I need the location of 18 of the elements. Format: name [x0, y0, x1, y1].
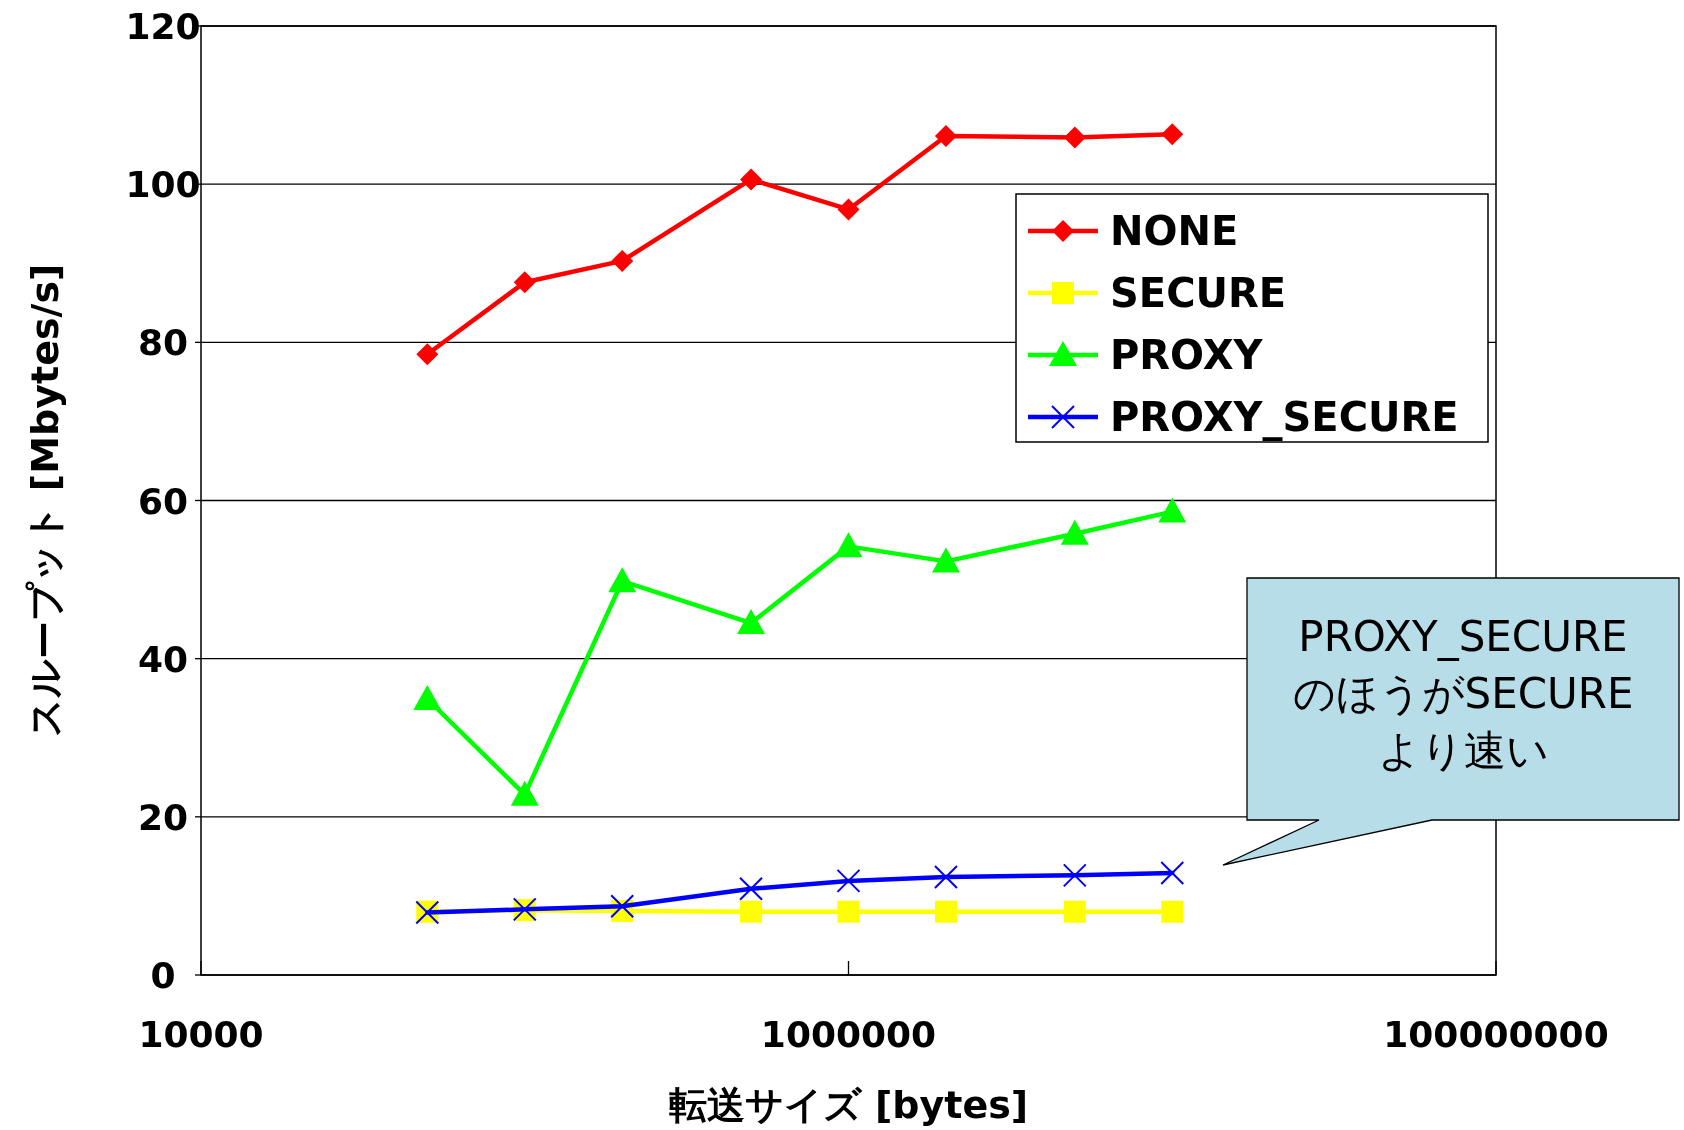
x-tick-label: 100000000	[1383, 1014, 1609, 1055]
x-tick-label: 1000000	[760, 1014, 937, 1055]
legend-label: PROXY	[1110, 332, 1264, 378]
x-tick-label: 10000	[138, 1014, 264, 1055]
y-axis-title: スループット [Mbytes/s]	[23, 263, 67, 738]
legend-label: SECURE	[1110, 270, 1287, 316]
y-tick-label: 60	[137, 480, 189, 522]
y-tick-label: 0	[150, 955, 176, 996]
y-tick-label: 20	[137, 796, 189, 838]
x-axis-title: 転送サイズ [bytes]	[668, 1083, 1029, 1127]
y-tick-label: 120	[125, 6, 201, 47]
y-tick-label: 40	[137, 638, 189, 680]
y-tick-label: 80	[137, 322, 189, 364]
y-tick-label: 100	[125, 164, 201, 206]
legend-label: PROXY_SECURE	[1110, 394, 1459, 441]
annotation: PROXY_SECURE のほうがSECURE より速い	[1292, 612, 1634, 775]
legend-label: NONE	[1110, 208, 1239, 254]
annotation: PROXY_SECURE のほうがSECURE より速い	[1222, 577, 1680, 866]
